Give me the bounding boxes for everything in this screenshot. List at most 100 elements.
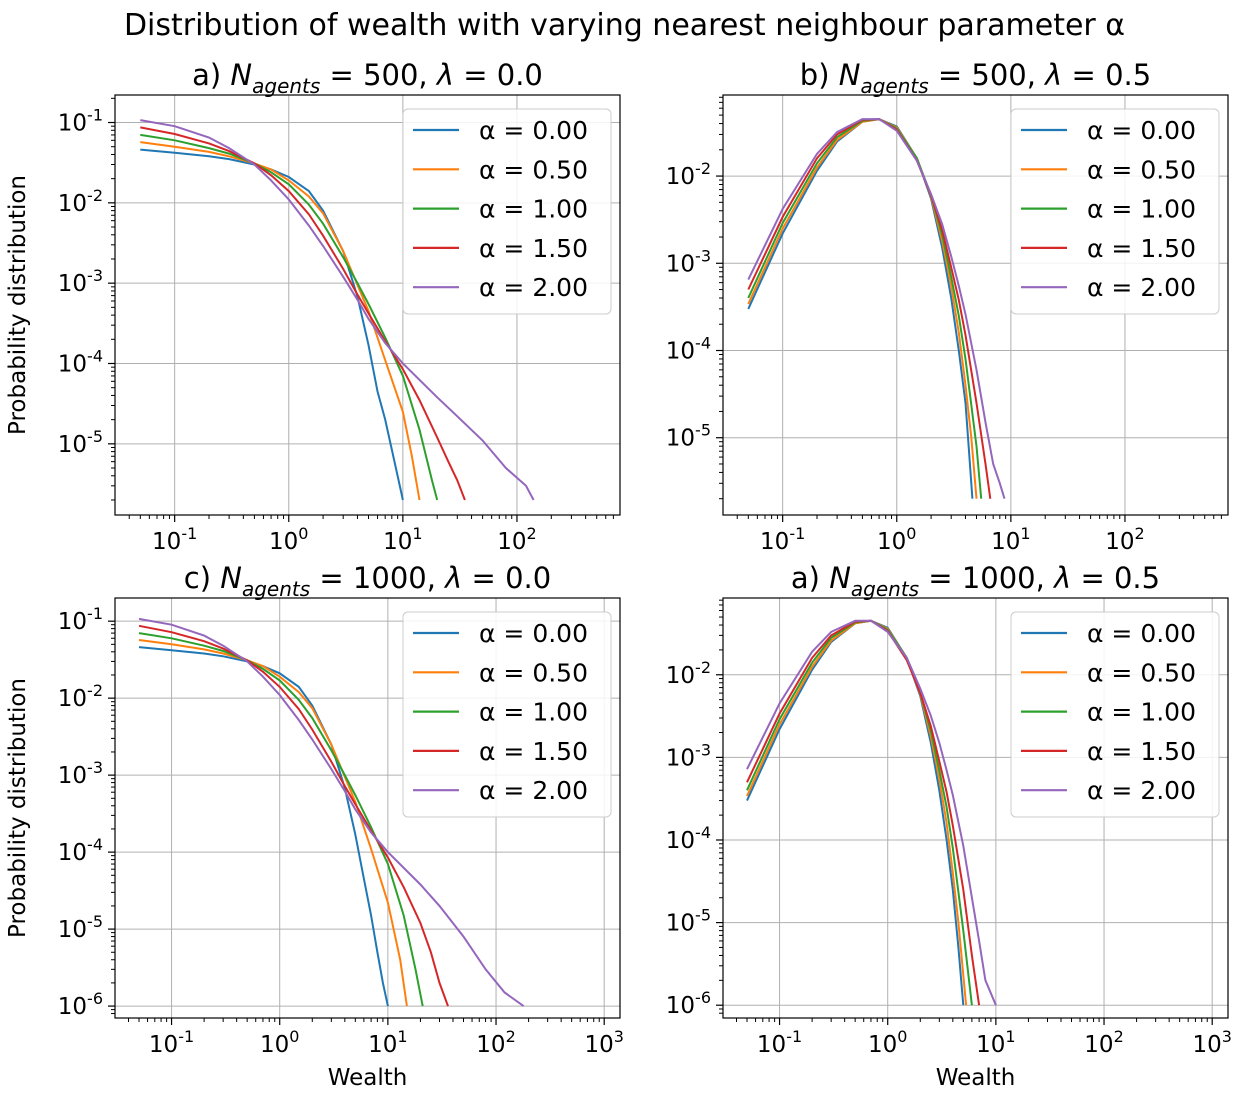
y-tick-label: 10-6 (58, 989, 103, 1020)
y-tick-label: 10-2 (666, 159, 711, 190)
panel-title: b) Nagents = 500, λ = 0.5 (800, 58, 1151, 98)
x-tick-label: 10-1 (152, 524, 197, 555)
series-line-4 (746, 619, 997, 1006)
series-line-4 (747, 118, 1006, 499)
series-group (746, 619, 997, 1006)
x-tick-label: 10-1 (757, 1027, 802, 1058)
panel-title: a) Nagents = 1000, λ = 0.5 (791, 561, 1160, 601)
axes-frame (114, 94, 621, 516)
legend: α = 0.00 α = 0.50 α = 1.00 α = 1.50 α = 2.00 (402, 611, 612, 818)
panel-4: 10-1 100 101 102 103 10-6 10-5 10-4 10-3 10-2 a) N… (666, 561, 1232, 1091)
legend-box (1010, 611, 1220, 818)
legend-label: α = 1.00 (1087, 195, 1196, 224)
x-tick-label: 101 (383, 524, 422, 555)
y-tick-label: 10-3 (58, 266, 103, 297)
series-line-2 (140, 133, 439, 501)
series-group (747, 118, 1006, 499)
legend-label: α = 0.00 (1087, 619, 1196, 648)
series-line-3 (746, 619, 981, 1006)
legend-label: α = 0.50 (479, 155, 588, 184)
legend-label: α = 2.00 (1087, 776, 1196, 805)
panel-3: 10-1 100 101 102 103 10-6 10-5 10-4 10-3 10-2 10-1… (5, 561, 624, 1091)
y-tick-label: 10-2 (58, 186, 103, 217)
legend: α = 0.00 α = 0.50 α = 1.00 α = 1.50 α = 2.00 (402, 108, 612, 315)
y-tick-label: 10-1 (58, 604, 103, 635)
x-tick-label: 10-1 (760, 524, 805, 555)
series-group (140, 119, 535, 501)
legend-label: α = 1.00 (479, 698, 588, 727)
series-line-1 (138, 639, 408, 1007)
legend-label: α = 1.00 (479, 195, 588, 224)
legend-label: α = 2.00 (479, 273, 588, 302)
y-tick-label: 10-4 (58, 835, 103, 866)
series-line-2 (138, 632, 424, 1007)
panel-2: 10-1 100 101 102 10-5 10-4 10-3 10-2 b) Nagents … (666, 58, 1229, 555)
axes-frame (722, 94, 1229, 516)
legend-label: α = 1.50 (479, 234, 588, 263)
panel-title: a) Nagents = 500, λ = 0.0 (192, 58, 543, 98)
y-tick-label: 10-2 (666, 658, 711, 689)
panel-1: 10-1 100 101 102 10-5 10-4 10-3 10-2 10-1 a) Nage… (5, 58, 621, 555)
legend-box (1010, 108, 1220, 315)
y-tick-label: 10-3 (666, 740, 711, 771)
series-line-2 (746, 619, 973, 1006)
x-tick-label: 10-1 (149, 1027, 194, 1058)
series-line-4 (140, 119, 535, 501)
series-group (138, 617, 525, 1007)
legend-label: α = 0.00 (1087, 116, 1196, 145)
series-line-1 (140, 141, 421, 501)
legend-label: α = 0.50 (479, 658, 588, 687)
series-line-3 (140, 126, 466, 501)
x-tick-label: 100 (260, 1027, 299, 1058)
legend-label: α = 2.00 (1087, 273, 1196, 302)
x-tick-label: 100 (877, 524, 916, 555)
y-tick-label: 10-2 (58, 681, 103, 712)
y-tick-label: 10-4 (58, 346, 103, 377)
legend-label: α = 1.50 (1087, 234, 1196, 263)
x-axis-label: Wealth (936, 1065, 1016, 1091)
legend-label: α = 2.00 (479, 776, 588, 805)
legend-label: α = 0.00 (479, 116, 588, 145)
x-tick-label: 103 (1192, 1027, 1231, 1058)
y-tick-label: 10-3 (58, 758, 103, 789)
legend-label: α = 1.00 (1087, 698, 1196, 727)
y-tick-label: 10-6 (666, 988, 711, 1019)
y-axis-label: Probability distribution (5, 175, 31, 435)
axes-frame (722, 597, 1229, 1019)
x-tick-label: 102 (1105, 524, 1144, 555)
y-tick-label: 10-5 (58, 912, 103, 943)
legend-label: α = 0.50 (1087, 155, 1196, 184)
series-line-0 (140, 148, 404, 501)
series-line-4 (138, 617, 525, 1007)
y-tick-label: 10-1 (58, 106, 103, 137)
y-tick-label: 10-4 (666, 334, 711, 365)
y-axis-label: Probability distribution (5, 678, 31, 938)
x-tick-label: 101 (991, 524, 1030, 555)
y-tick-label: 10-5 (58, 427, 103, 458)
y-tick-label: 10-3 (666, 246, 711, 277)
legend: α = 0.00 α = 0.50 α = 1.00 α = 1.50 α = 2.00 (1010, 611, 1220, 818)
series-line-3 (138, 624, 449, 1007)
x-tick-label: 101 (976, 1027, 1015, 1058)
legend-label: α = 1.50 (479, 737, 588, 766)
figure-title: Distribution of wealth with varying near… (123, 8, 1126, 43)
y-tick-label: 10-5 (666, 906, 711, 937)
x-tick-label: 102 (476, 1027, 515, 1058)
x-tick-label: 102 (1084, 1027, 1123, 1058)
y-tick-label: 10-5 (666, 421, 711, 452)
legend-label: α = 1.50 (1087, 737, 1196, 766)
legend-label: α = 0.50 (1087, 658, 1196, 687)
x-tick-label: 100 (868, 1027, 907, 1058)
y-tick-label: 10-4 (666, 823, 711, 854)
legend-box (402, 611, 612, 818)
axes-frame (114, 597, 621, 1019)
x-axis-label: Wealth (328, 1065, 408, 1091)
series-line-0 (138, 646, 389, 1007)
x-tick-label: 102 (497, 524, 536, 555)
series-line-2 (747, 118, 983, 499)
x-tick-label: 103 (584, 1027, 623, 1058)
panel-title: c) Nagents = 1000, λ = 0.0 (184, 561, 551, 601)
x-tick-label: 100 (269, 524, 308, 555)
